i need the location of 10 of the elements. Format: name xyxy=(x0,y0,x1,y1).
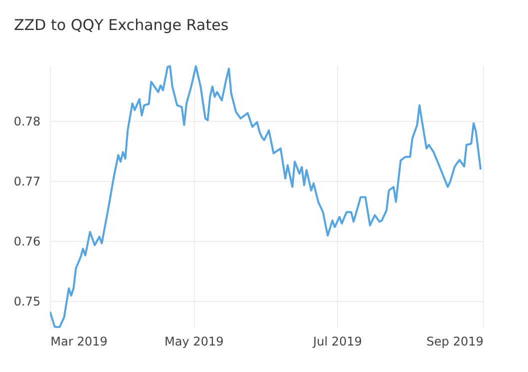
x-tick-label: May 2019 xyxy=(164,334,224,348)
line-series xyxy=(50,65,482,328)
y-tick-label: 0.75 xyxy=(14,294,40,308)
chart-title: ZZD to QQY Exchange Rates xyxy=(14,16,229,34)
y-tick-label: 0.78 xyxy=(14,114,40,128)
y-tick-label: 0.76 xyxy=(14,234,40,248)
x-tick-label: Jul 2019 xyxy=(312,334,362,348)
x-tick-label: Sep 2019 xyxy=(426,334,484,348)
x-tick-label: Mar 2019 xyxy=(50,334,108,348)
y-tick-label: 0.77 xyxy=(14,174,40,188)
